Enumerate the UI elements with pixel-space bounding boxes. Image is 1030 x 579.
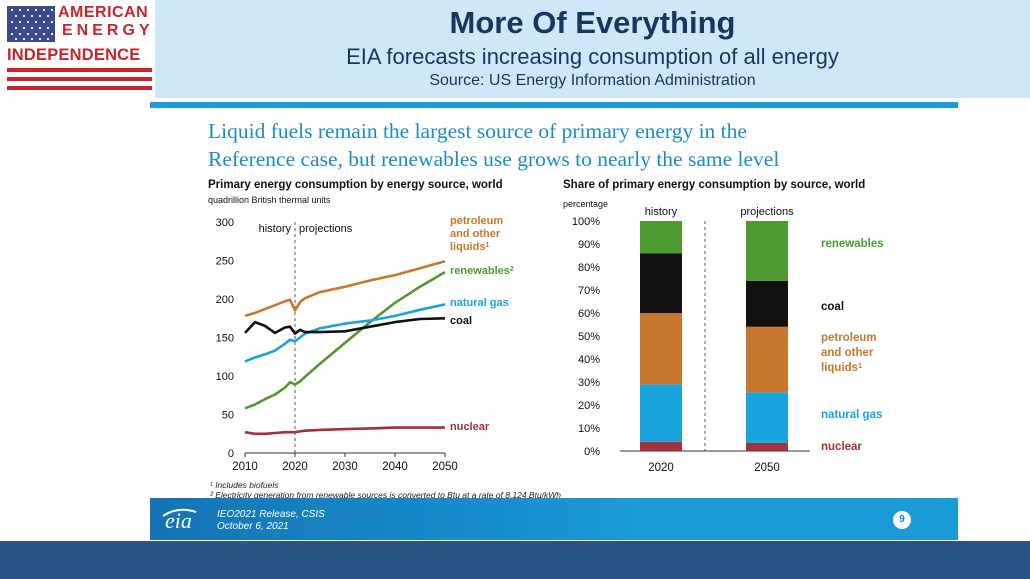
bar-y-tick-label: 100%: [572, 216, 600, 228]
series-line-renewables: [244, 270, 446, 410]
logo-word-independence: INDEPENDENCE: [7, 46, 141, 64]
bar-segment-renewables: [640, 221, 682, 254]
logo-word-american: AMERICAN: [58, 4, 149, 21]
source-note: Source: US Energy Information Administra…: [429, 72, 756, 89]
bar-y-tick-label: 10%: [578, 423, 600, 435]
bar-segment-nuclear: [640, 441, 682, 451]
line-chart-title: Primary energy consumption by energy sou…: [208, 179, 503, 191]
bottom-band: [0, 541, 1030, 579]
series-line-nuclear: [244, 426, 445, 436]
bar-y-tick-label: 0%: [584, 446, 600, 458]
page-subtitle: EIA forecasts increasing consumption of …: [346, 44, 839, 69]
stacked-bar-chart: Share of primary energy consumption by s…: [563, 179, 884, 474]
bar-series-label-petroleum: petroleum: [821, 332, 877, 344]
y-tick-label: 50: [222, 410, 234, 422]
projections-label: projections: [299, 223, 353, 235]
y-tick-label: 250: [216, 256, 234, 268]
series-line-natural_gas: [244, 303, 446, 363]
header-banner: AMERICAN ENERGY INDEPENDENCE More Of Eve…: [0, 0, 1030, 98]
series-line-coal: [244, 317, 446, 335]
american-flag-icon: [7, 6, 55, 42]
bar-segment-nuclear: [746, 442, 788, 451]
logo: AMERICAN ENERGY INDEPENDENCE: [0, 0, 155, 98]
release-date: October 6, 2021: [217, 521, 289, 532]
bar-group-label: history: [645, 206, 678, 218]
series-line-petroleum: [244, 260, 446, 318]
y-tick-label: 0: [228, 448, 234, 460]
slide-headline-line2: Reference case, but renewables use grows…: [208, 147, 780, 171]
page-number: 9: [893, 511, 911, 529]
page-title: More Of Everything: [449, 5, 736, 40]
bar-segment-coal: [746, 280, 788, 327]
line-chart: Primary energy consumption by energy sou…: [208, 179, 514, 473]
x-tick-label: 2040: [382, 461, 408, 473]
bar-series-label-natural_gas: natural gas: [821, 409, 882, 421]
bar-segment-renewables: [746, 221, 788, 281]
bar-segment-petroleum: [746, 326, 788, 393]
bar-y-tick-label: 60%: [578, 308, 600, 320]
footnote-2: ² Electricity generation from renewable …: [210, 490, 562, 500]
x-tick-label: 2020: [282, 461, 308, 473]
bar-chart-title: Share of primary energy consumption by s…: [563, 179, 865, 191]
series-label-coal: coal: [450, 315, 472, 327]
charts-area: Primary energy consumption by energy sou…: [208, 179, 884, 474]
series-label-petroleum: liquids1: [450, 241, 489, 253]
bar-segment-coal: [640, 253, 682, 313]
bar-group-label: projections: [740, 206, 794, 218]
line-chart-units: quadrillion British thermal units: [208, 195, 331, 205]
bar-y-tick-label: 70%: [578, 285, 600, 297]
x-tick-label: 2030: [332, 461, 358, 473]
bar-series-label-nuclear: nuclear: [821, 441, 862, 453]
slide-top-bar: [150, 102, 958, 108]
logo-stripes: [7, 68, 152, 90]
bar-chart-units: percentage: [563, 199, 608, 209]
bar-series-label-petroleum: and other: [821, 347, 874, 359]
bar-category-label: 2020: [648, 462, 674, 474]
slide-headline-line1: Liquid fuels remain the largest source o…: [208, 119, 747, 143]
bar-y-tick-label: 50%: [578, 331, 600, 343]
bar-category-label: 2050: [754, 462, 780, 474]
slide-footer: eia IEO2021 Release, CSIS October 6, 202…: [150, 498, 958, 540]
y-tick-label: 200: [216, 294, 234, 306]
bar-segment-petroleum: [640, 313, 682, 385]
bar-segment-natural_gas: [640, 384, 682, 442]
bar-series-label-petroleum: liquids1: [821, 362, 862, 374]
bar-series-label-renewables: renewables: [821, 238, 884, 250]
series-label-nuclear: nuclear: [450, 421, 490, 433]
bar-segment-natural_gas: [746, 392, 788, 443]
bar-y-tick-label: 20%: [578, 400, 600, 412]
bar-y-tick-label: 90%: [578, 239, 600, 251]
history-label: history: [259, 223, 292, 235]
series-label-renewables: renewables2: [450, 265, 514, 277]
bar-y-tick-label: 40%: [578, 354, 600, 366]
bar-series-label-coal: coal: [821, 301, 844, 313]
series-label-petroleum: petroleum: [450, 215, 503, 227]
release-title: IEO2021 Release, CSIS: [217, 509, 325, 520]
x-tick-label: 2050: [432, 461, 458, 473]
x-tick-label: 2010: [232, 461, 258, 473]
footnote-1: ¹ Includes biofuels: [210, 480, 279, 490]
eia-swoosh-icon: [162, 508, 197, 517]
bar-y-tick-label: 30%: [578, 377, 600, 389]
eia-logo: eia: [165, 508, 192, 533]
series-label-natural_gas: natural gas: [450, 297, 509, 309]
y-tick-label: 150: [216, 333, 234, 345]
y-tick-label: 300: [216, 217, 234, 229]
bar-y-tick-label: 80%: [578, 262, 600, 274]
y-tick-label: 100: [216, 371, 234, 383]
series-label-petroleum: and other: [450, 228, 501, 240]
logo-word-energy: ENERGY: [62, 22, 154, 39]
